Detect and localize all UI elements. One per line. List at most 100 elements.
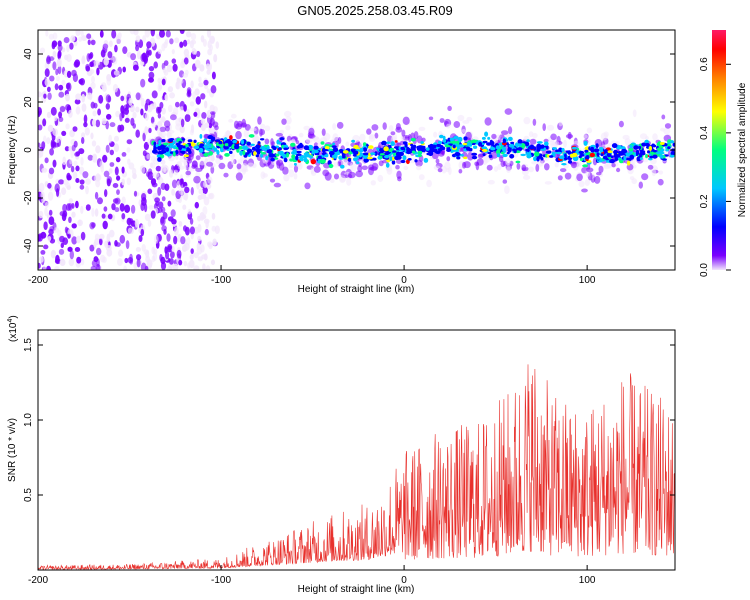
band-blob	[473, 145, 478, 149]
band-halo	[657, 178, 664, 186]
spectrogram-x-ticks: -200 -100 0 100	[28, 265, 596, 286]
noise-blob	[121, 152, 127, 157]
noise-blob	[103, 170, 110, 178]
band-halo	[170, 114, 177, 121]
band-halo	[583, 134, 588, 139]
noise-blob	[75, 165, 80, 172]
noise-blob	[65, 182, 71, 189]
band-halo	[146, 154, 151, 160]
band-halo	[395, 159, 403, 165]
band-halo	[333, 161, 339, 168]
band-blob	[404, 142, 408, 148]
noise-blob	[71, 144, 76, 152]
band-blob	[672, 142, 675, 147]
noise-blob	[97, 197, 103, 205]
band-blob	[368, 145, 374, 150]
noise-blob	[170, 209, 176, 218]
band-blob	[176, 142, 181, 148]
band-blob	[352, 157, 359, 162]
band-halo	[493, 166, 499, 172]
noise-blob	[174, 37, 180, 44]
band-blob	[641, 142, 647, 147]
spectrogram-y-ticks: 40 20 0 -20 -40	[23, 48, 675, 253]
band-blob	[509, 154, 515, 159]
noise-blob	[119, 112, 123, 122]
noise-blob	[96, 247, 102, 256]
noise-blob	[38, 210, 44, 219]
band-blob	[300, 155, 306, 159]
band-halo	[333, 173, 340, 180]
band-halo	[223, 172, 229, 178]
band-blob	[172, 151, 176, 157]
band-halo	[658, 170, 664, 175]
noise-blob	[130, 117, 135, 126]
band-halo	[191, 164, 199, 169]
band-halo	[529, 138, 537, 145]
band-halo	[504, 185, 510, 194]
noise-blob	[46, 137, 51, 145]
band-blob	[175, 150, 179, 155]
noise-blob	[169, 92, 176, 99]
band-halo	[426, 179, 432, 188]
band-halo	[195, 167, 203, 172]
band-blob	[659, 142, 665, 145]
noise-blob	[194, 88, 200, 96]
noise-blob	[107, 51, 113, 59]
noise-blob	[153, 61, 158, 69]
noise-blob	[178, 188, 185, 196]
band-halo	[303, 125, 311, 131]
noise-blob	[187, 208, 192, 215]
band-halo	[604, 163, 609, 168]
band-halo	[584, 179, 590, 187]
band-halo	[418, 126, 426, 131]
noise-blob	[167, 265, 173, 270]
band-halo	[622, 134, 630, 140]
noise-blob	[57, 50, 62, 58]
noise-blob	[43, 244, 49, 250]
noise-blob	[144, 213, 151, 222]
band-halo	[433, 131, 438, 138]
noise-blob	[48, 216, 55, 226]
noise-blob	[108, 134, 112, 144]
band-blob	[400, 146, 406, 151]
band-blob	[449, 137, 455, 142]
band-blob	[181, 147, 187, 152]
band-blob	[657, 147, 661, 151]
noise-blob	[70, 149, 74, 159]
band-halo	[403, 165, 409, 171]
band-blob	[453, 135, 459, 140]
noise-blob	[200, 118, 206, 125]
band-halo	[458, 168, 463, 174]
noise-blob	[94, 208, 99, 217]
band-halo	[418, 174, 425, 181]
band-blob	[313, 149, 319, 154]
band-blob	[152, 149, 158, 153]
band-blob	[484, 131, 489, 137]
noise-blob	[193, 111, 198, 117]
band-halo	[210, 111, 216, 115]
noise-blob	[182, 39, 188, 47]
band-halo	[631, 178, 637, 185]
band-halo	[386, 166, 393, 175]
noise-blob	[190, 80, 194, 89]
band-blob	[456, 156, 461, 160]
noise-blob	[61, 79, 66, 86]
noise-blob	[109, 40, 113, 47]
band-halo	[159, 131, 167, 137]
band-halo	[230, 153, 235, 158]
band-blob	[303, 152, 310, 156]
band-halo	[175, 123, 182, 131]
noise-blob	[69, 42, 74, 50]
band-halo	[269, 178, 276, 183]
noise-blob	[140, 228, 145, 237]
noise-blob	[155, 106, 160, 114]
noise-blob	[48, 209, 53, 216]
noise-blob	[126, 147, 131, 153]
noise-blob	[109, 229, 115, 238]
band-halo	[578, 161, 582, 167]
noise-blob	[95, 119, 101, 128]
noise-blob	[46, 56, 51, 65]
band-halo	[437, 168, 443, 173]
noise-blob	[214, 225, 220, 234]
band-halo	[308, 127, 315, 136]
